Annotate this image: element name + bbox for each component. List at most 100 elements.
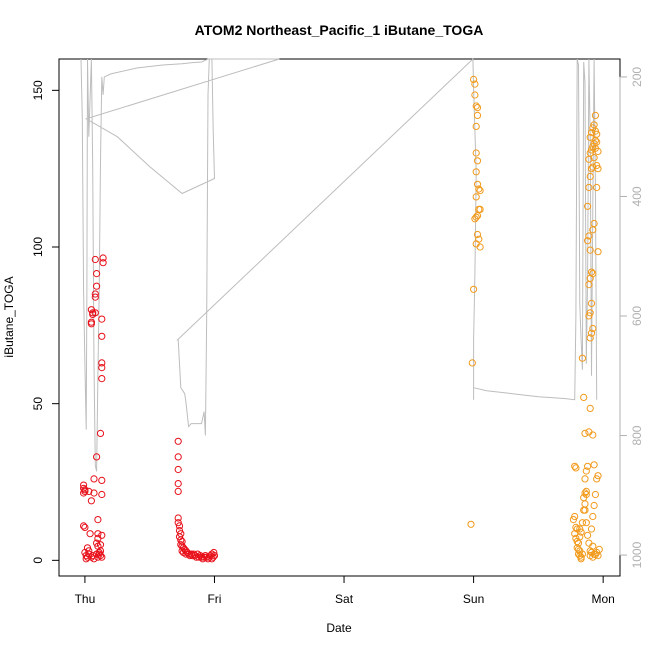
data-point [98, 364, 106, 372]
data-point [174, 480, 182, 488]
data-point [468, 359, 476, 367]
data-point [81, 486, 89, 494]
data-point [593, 183, 601, 192]
data-point [586, 334, 594, 342]
data-point [589, 542, 597, 550]
data-point [591, 490, 600, 499]
data-point [593, 130, 601, 138]
data-point [197, 553, 206, 561]
data-point [574, 545, 583, 554]
data-point [472, 122, 480, 131]
data-point [590, 154, 598, 162]
data-point [571, 530, 579, 538]
data-point [90, 475, 98, 483]
data-point [98, 332, 106, 340]
data-point [576, 525, 584, 533]
y-tick-label: 150 [31, 80, 45, 100]
data-point [209, 553, 217, 561]
x-tick-label: Mon [591, 592, 614, 606]
data-point [93, 270, 101, 278]
data-point [582, 519, 590, 527]
data-point [569, 516, 578, 524]
data-point [85, 547, 93, 555]
data-point [470, 285, 478, 293]
x-tick-label: Sat [335, 592, 354, 606]
data-point [475, 185, 483, 193]
data-point [99, 254, 107, 262]
data-point [476, 187, 484, 195]
x-tick-label: Sun [463, 592, 484, 606]
data-point [578, 550, 587, 558]
data-point [476, 205, 484, 213]
data-point [98, 490, 106, 499]
data-point [185, 550, 193, 558]
y-tick-label: 100 [31, 237, 45, 257]
data-point [473, 111, 482, 120]
data-point [87, 497, 96, 505]
data-point [587, 129, 596, 137]
data-point [593, 161, 601, 170]
data-point [572, 464, 580, 472]
data-point [584, 237, 592, 245]
data-point [586, 309, 594, 317]
data-point [91, 309, 99, 317]
y-axis-right: 200 400 600 800 1000 [619, 67, 644, 568]
data-point [471, 91, 479, 99]
y-tick-label: 0 [31, 557, 45, 564]
data-point [593, 475, 601, 483]
data-point [586, 133, 594, 141]
data-point [473, 180, 482, 188]
data-point [587, 525, 596, 533]
data-point [587, 329, 596, 337]
data-point [98, 359, 106, 367]
data-point [80, 489, 88, 497]
data-point [467, 520, 475, 528]
data-point [590, 219, 598, 228]
data-point [210, 548, 218, 557]
data-point [95, 548, 103, 557]
data-point [582, 490, 590, 499]
right-y-tick-label: 400 [630, 186, 644, 206]
data-point [195, 553, 203, 561]
data-point [589, 324, 597, 333]
y-axis-label: iButane_TOGA [2, 276, 16, 357]
right-y-tick-label: 800 [630, 425, 644, 445]
data-point [472, 213, 480, 221]
data-point [174, 514, 182, 522]
data-point [586, 404, 594, 412]
data-point [182, 550, 190, 558]
data-point [96, 541, 105, 549]
data-point [581, 500, 589, 508]
data-point [576, 533, 584, 541]
data-point [585, 232, 593, 240]
data-point [584, 202, 592, 210]
data-point [91, 293, 99, 301]
data-point [188, 552, 196, 560]
right-y-tick-label: 1000 [630, 541, 644, 568]
data-point [200, 553, 208, 561]
data-point [473, 104, 482, 112]
data-point [578, 354, 587, 362]
data-point [581, 489, 589, 497]
data-point [174, 437, 182, 445]
x-axis-label: Date [326, 621, 352, 635]
data-point [471, 215, 479, 223]
data-point [581, 429, 589, 437]
data-point [587, 299, 596, 307]
data-point [174, 453, 182, 461]
data-point [96, 429, 105, 437]
data-point [586, 246, 594, 254]
data-point [472, 168, 480, 176]
data-point [581, 475, 589, 483]
data-point [89, 552, 97, 560]
data-point [587, 146, 596, 154]
data-point [174, 465, 182, 474]
data-point [476, 243, 484, 251]
data-point [87, 320, 96, 328]
data-point [473, 157, 482, 165]
altitude-trace [80, 57, 598, 472]
data-point [584, 462, 592, 470]
chart-title: ATOM2 Northeast_Pacific_1 iButane_TOGA [195, 22, 484, 38]
data-point [582, 487, 590, 495]
